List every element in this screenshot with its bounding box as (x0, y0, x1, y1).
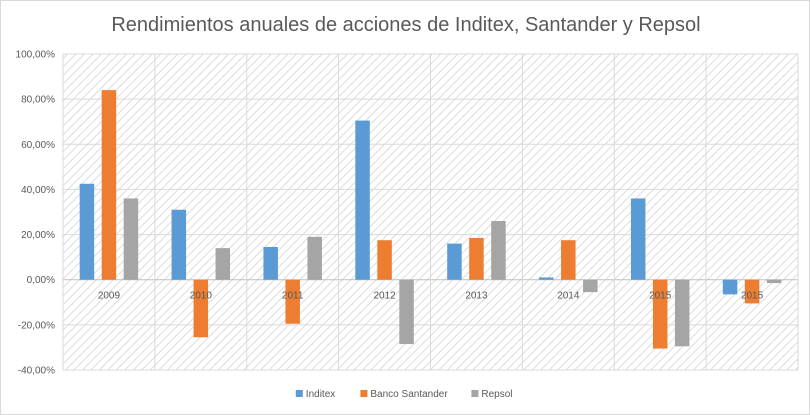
bar-repsol[interactable] (491, 221, 506, 280)
bar-banco-santander[interactable] (744, 279, 760, 304)
bar-repsol[interactable] (123, 198, 139, 280)
legend-label: Inditex (306, 389, 335, 400)
x-tick-label: 2014 (557, 291, 580, 302)
bar-banco-santander[interactable] (469, 237, 484, 280)
y-tick-label: 60,00% (21, 140, 55, 151)
legend-item-inditex[interactable]: Inditex (295, 389, 335, 400)
y-tick-label: -40,00% (18, 366, 55, 377)
bar-inditex[interactable] (79, 183, 95, 280)
legend-swatch (295, 390, 303, 397)
legend-swatch (360, 390, 368, 397)
legend-label: Banco Santander (370, 389, 448, 400)
x-tick-label: 2015 (741, 291, 764, 302)
legend-swatch (471, 390, 479, 397)
bar-banco-santander[interactable] (101, 90, 117, 280)
legend-item-banco-santander[interactable]: Banco Santander (360, 389, 448, 400)
x-tick-label: 2012 (373, 291, 396, 302)
bar-inditex[interactable] (630, 198, 646, 280)
bar-repsol[interactable] (583, 279, 598, 293)
bar-repsol[interactable] (766, 279, 782, 284)
bar-inditex[interactable] (355, 120, 370, 280)
legend[interactable]: Inditex Banco Santander Repsol (295, 389, 513, 400)
x-tick-label: 2010 (190, 291, 213, 302)
legend-item-repsol[interactable]: Repsol (471, 389, 513, 400)
x-tick-label: 2011 (282, 291, 304, 302)
x-tick-label: 2013 (465, 291, 488, 302)
chart-title: Rendimientos anuales de acciones de Indi… (111, 14, 700, 36)
x-tick-label: 2015 (649, 291, 672, 302)
y-tick-label: 80,00% (21, 95, 55, 106)
bar-inditex[interactable] (722, 279, 738, 295)
bar-banco-santander[interactable] (652, 279, 668, 349)
y-tick-label: -20,00% (18, 320, 55, 331)
bar-inditex[interactable] (263, 246, 278, 280)
grid-lines (62, 53, 799, 371)
y-tick-label: 100,00% (16, 50, 56, 61)
bar-banco-santander[interactable] (285, 279, 300, 324)
bar-banco-santander[interactable] (561, 240, 576, 280)
bar-banco-santander[interactable] (193, 279, 209, 338)
bar-repsol[interactable] (674, 279, 690, 347)
y-tick-label: 40,00% (21, 185, 55, 196)
x-axis-tick-labels: 2009 2010 2011 2012 2013 2014 2015 2015 (98, 291, 764, 302)
x-tick-label: 2009 (98, 291, 121, 302)
bar-inditex[interactable] (171, 209, 187, 280)
bar-inditex[interactable] (447, 243, 462, 280)
bar-repsol[interactable] (215, 248, 231, 280)
bar-repsol[interactable] (307, 236, 322, 280)
bars (79, 90, 782, 349)
bar-inditex[interactable] (539, 277, 554, 280)
bar-repsol[interactable] (399, 279, 414, 345)
legend-label: Repsol (481, 389, 512, 400)
y-axis-tick-labels: 100,00% 80,00% 60,00% 40,00% 20,00% 0,00% -20,… (16, 50, 56, 377)
y-tick-label: 0,00% (27, 275, 55, 286)
y-tick-label: 20,00% (21, 230, 55, 241)
bar-banco-santander[interactable] (377, 240, 392, 280)
